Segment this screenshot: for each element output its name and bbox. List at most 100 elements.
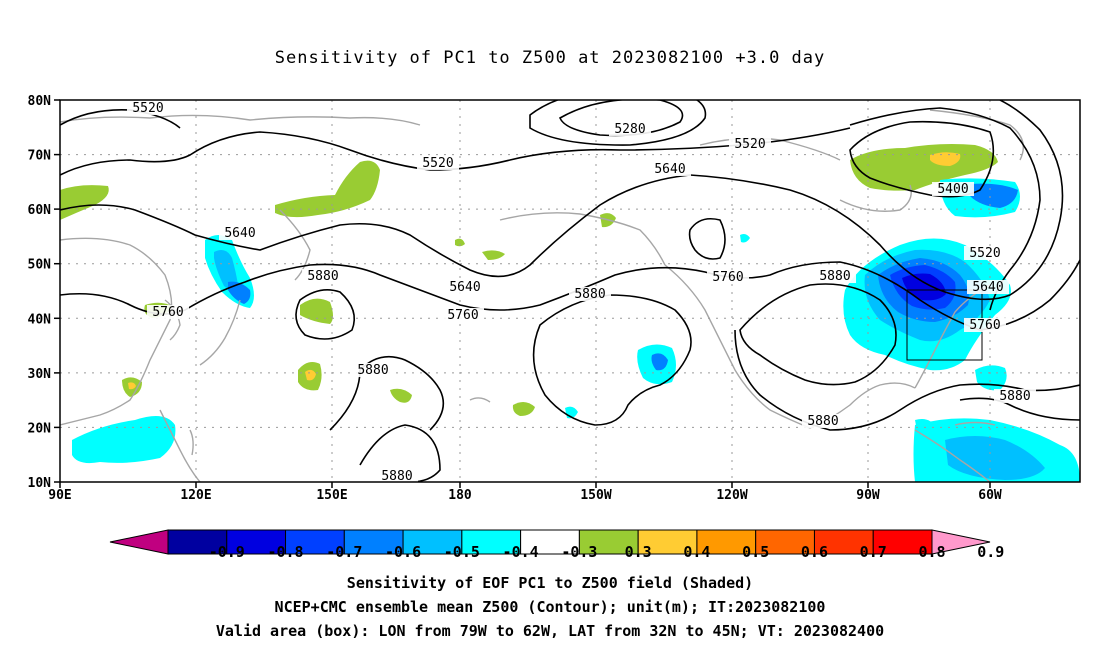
shade-green-kuril [300,298,333,324]
contour-label-text: 5760 [712,270,743,285]
colorbar-label: -0.9 [209,543,245,561]
lat-tick-label: 40N [28,312,52,327]
coast-kamchatka [279,209,311,281]
colorbar-segment [813,529,874,555]
contour-label: 5760 [147,305,189,320]
colorbar-min-arrow [109,529,169,555]
shade-cyan-south-china [72,416,176,464]
shade-yellow-china [128,382,136,390]
colorbar-segment [872,529,933,555]
shade-green-siberia [275,160,380,218]
coast-asia-east [60,237,173,426]
contour-label-layer: 5520 5280 5520 5520 5640 5400 5640 5520 5880 5640… [127,101,1036,484]
shade-blue-east-pacific [651,353,668,371]
contour-5880-kuril [295,289,356,340]
contour-5760-trough-loop [688,217,726,260]
contour-label-text: 5640 [224,226,255,241]
contour-label: 5520 [127,101,169,116]
coast-caribbean-islands [954,421,996,426]
contour-label-text: 5640 [449,280,480,295]
contour-label: 5880 [802,414,844,429]
contour-label-text: 5760 [152,305,183,320]
shade-cyan-bc [740,234,750,243]
contour-label: 5640 [444,280,486,295]
contour-label: 5880 [569,287,611,302]
coast-siberia-arctic [60,114,421,126]
contour-label: 5640 [967,280,1009,295]
contour-label: 5880 [814,269,856,284]
colorbar-label: 0.3 [625,543,652,561]
colorbar-label: -0.5 [444,543,480,561]
contour-label-text: 5520 [969,246,1000,261]
coast-japan [199,299,241,366]
contour-label-text: 5880 [574,287,605,302]
shade-lightblue-japan-sea [214,250,238,290]
colorbar-label: 0.9 [977,543,1004,561]
shade-green-pacific-b [390,388,412,403]
colorbar-label: -0.4 [503,543,539,561]
colorbar-label: -0.3 [561,543,597,561]
contour-label: 5760 [964,318,1006,333]
contour-label-text: 5760 [447,308,478,323]
coast-philippines [189,429,194,456]
contour-5640 [60,100,1064,301]
coast-greenland [929,109,1024,161]
colorbar-label: 0.6 [801,543,828,561]
colorbar-label: -0.6 [385,543,421,561]
coast-central-america [914,429,991,482]
coast-hudson-bay [839,184,912,212]
lon-tick-label: 90E [48,488,71,503]
lon-tick-label: 90W [856,488,880,503]
contour-label-text: 5880 [357,363,388,378]
shade-green-pacific-e [482,250,505,260]
contour-label-text: 5640 [972,280,1003,295]
coast-florida [914,349,936,389]
contour-5280-b [529,100,707,146]
contour-label: 5760 [707,270,749,285]
shade-green-pacific-c [512,401,535,416]
contour-label: 5520 [729,137,771,152]
contour-5400 [849,120,995,198]
colorbar-segment [696,529,757,555]
colorbar-segment [167,529,228,555]
shade-green-canada [850,144,998,191]
contour-label: 5640 [219,226,261,241]
chart-title: Sensitivity of PC1 to Z500 at 2023082100… [274,48,826,68]
colorbar-label: 0.5 [742,543,769,561]
contour-label: 5520 [417,156,459,171]
contour-label: 5640 [649,162,691,177]
contour-label: 5880 [352,363,394,378]
colorbar-segment [520,529,580,555]
contour-5880-central [532,294,692,426]
colorbar-segment [402,529,463,555]
colorbar-max-arrow [931,529,991,555]
contour-label-text: 5520 [734,137,765,152]
map-frame [59,99,1081,483]
lon-tick-label: 150E [316,488,347,503]
colorbar-segment [285,529,345,555]
lon-tick-label: 180 [448,488,472,503]
coast-pacific-islands [469,397,491,403]
shade-green-pacific-d [455,238,465,247]
lat-tick-label: 20N [28,421,52,436]
lon-tick-label: 60W [978,488,1002,503]
contour-label-text: 5520 [422,156,453,171]
contour-label: 5880 [302,269,344,284]
contour-label-text: 5880 [307,269,338,284]
contour-label-text: 5760 [969,318,1000,333]
contour-label-text: 5640 [654,162,685,177]
contour-5880-east-pacific [329,355,445,431]
contour-label-text: 5880 [807,414,838,429]
contour-label: 5880 [994,389,1036,404]
colorbar-label: 0.7 [860,543,887,561]
caption-line-1: Sensitivity of EOF PC1 to Z500 field (Sh… [346,574,754,592]
shade-darkblue-eastus [902,273,946,301]
shade-blue-labrador [970,183,1018,208]
gridlines [60,100,1080,482]
shade-yellow-canada [930,152,961,166]
caption-line-2: NCEP+CMC ensemble mean Z500 (Contour); u… [274,598,826,616]
colorbar-segment [461,529,522,555]
lat-tick-label: 80N [28,94,52,109]
contour-label-text: 5880 [381,469,412,484]
